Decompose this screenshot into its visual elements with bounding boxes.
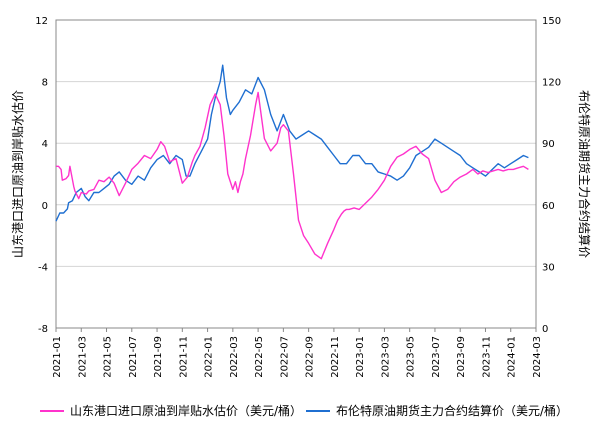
right-tick-label: 30 (542, 262, 555, 273)
left-tick-label: -4 (38, 262, 48, 273)
x-tick-label: 2022-03 (229, 336, 240, 378)
x-tick-label: 2023-03 (380, 336, 391, 378)
series-layer (55, 64, 529, 260)
x-tick-label: 2023-09 (456, 336, 467, 378)
legend-label-brent: 布伦特原油期货主力合约结算价（美元/桶） (336, 403, 568, 418)
x-tick-label: 2022-07 (279, 336, 290, 378)
legend-label-premium: 山东港口进口原油到岸贴水估价（美元/桶） (70, 403, 302, 418)
right-tick-label: 120 (542, 78, 561, 89)
right-tick-label: 90 (542, 139, 555, 150)
series-line-brent (55, 64, 529, 222)
left-tick-label: 12 (35, 16, 48, 27)
right-tick-label: 60 (542, 201, 555, 212)
plot-frame (55, 19, 537, 329)
x-tick-label: 2024-03 (532, 336, 543, 378)
x-tick-label: 2021-05 (103, 336, 114, 378)
left-axis-title: 山东港口进口原油到岸贴水估价 (11, 90, 25, 258)
x-tick-label: 2021-09 (153, 336, 164, 378)
left-tick-label: 8 (42, 78, 48, 89)
right-tick-label: 150 (542, 16, 561, 27)
left-axis-ticks: 12 8 4 0 -4 -8 (35, 16, 48, 335)
x-tick-label: 2021-01 (52, 336, 63, 378)
x-tick-label: 2024-01 (507, 336, 518, 378)
x-tick-label: 2023-01 (355, 336, 366, 378)
left-tick-label: 4 (42, 139, 48, 150)
series-line-premium (56, 91, 529, 260)
x-tick-label: 2023-07 (431, 336, 442, 378)
left-tick-label: -8 (38, 324, 48, 335)
right-axis-title: 布伦特原油期货主力合约结算价 (577, 90, 592, 258)
x-tick-label: 2023-11 (481, 336, 492, 378)
x-tick-label: 2022-05 (254, 336, 265, 378)
x-tick-label: 2022-01 (204, 336, 215, 378)
legend: 山东港口进口原油到岸贴水估价（美元/桶） 布伦特原油期货主力合约结算价（美元/桶… (40, 403, 568, 418)
x-tick-label: 2022-09 (305, 336, 316, 378)
x-tick-label: 2021-11 (178, 336, 189, 378)
left-tick-label: 0 (42, 201, 48, 212)
right-axis-ticks: 150 120 90 60 30 0 (542, 16, 561, 335)
right-tick-label: 0 (542, 324, 548, 335)
x-axis-ticks: 2021-01 2021-03 2021-05 2021-07 2021-09 2021-… (52, 328, 543, 378)
x-tick-label: 2023-05 (406, 336, 417, 378)
x-tick-label: 2021-07 (128, 336, 139, 378)
x-tick-label: 2021-03 (77, 336, 88, 378)
x-tick-label: 2022-11 (330, 336, 341, 378)
